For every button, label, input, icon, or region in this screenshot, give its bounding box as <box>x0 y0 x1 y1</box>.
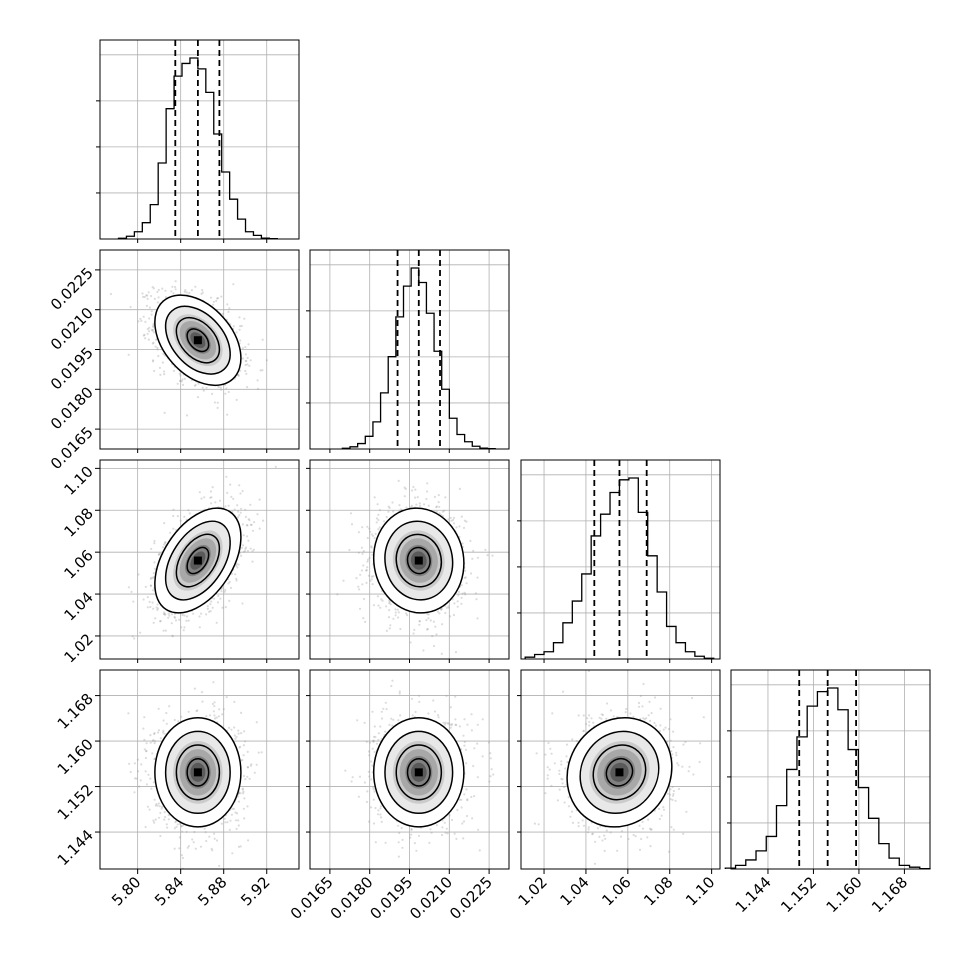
x-tick-label: 1.08 <box>640 873 676 909</box>
scatter-panel-0-3 <box>99 669 300 870</box>
density-peak <box>193 336 202 345</box>
y-tick-label: 0.0225 <box>47 264 97 314</box>
x-tick-label: 5.84 <box>151 873 187 909</box>
contour-line <box>605 757 634 787</box>
panel-content <box>100 250 299 449</box>
x-tick-label: 0.0225 <box>446 873 496 923</box>
x-tick-label: 0.0210 <box>406 873 456 923</box>
panel-frame <box>99 669 300 870</box>
scatter-panel-0-2 <box>99 459 300 663</box>
y-tick-label: 1.10 <box>60 462 96 498</box>
x-tick-label: 5.88 <box>194 873 230 909</box>
x-tick-label: 0.0195 <box>366 873 416 923</box>
x-tick-label: 0.0165 <box>287 873 337 923</box>
scatter-panel-0-1 <box>99 249 300 453</box>
contour-line <box>406 546 431 575</box>
y-tick-label: 0.0210 <box>47 304 97 354</box>
x-tick-label: 1.168 <box>868 873 911 916</box>
contour-line <box>186 757 210 787</box>
panel-frame <box>520 669 721 870</box>
x-tick-label: 1.10 <box>682 873 718 909</box>
x-tick-label: 5.80 <box>108 873 144 909</box>
contour-line <box>384 520 454 601</box>
contour-line <box>395 533 443 588</box>
histogram-panel-2 <box>517 459 721 663</box>
y-tick-label: 1.168 <box>54 690 97 733</box>
y-tick-label: 0.0165 <box>47 423 97 473</box>
y-tick-label: 1.06 <box>60 546 96 582</box>
density-peak <box>193 556 202 565</box>
x-tick-label: 0.0180 <box>327 873 377 923</box>
panel-content <box>310 460 509 659</box>
contour-line <box>164 730 231 815</box>
x-tick-label: 1.144 <box>732 873 775 916</box>
x-tick-label: 1.02 <box>515 873 551 909</box>
y-tick-label: 0.0180 <box>47 383 97 433</box>
contour-line <box>175 316 221 364</box>
contour-line <box>164 305 231 375</box>
density-peak <box>414 556 423 565</box>
density-peak <box>193 768 202 777</box>
contour-line <box>154 717 242 828</box>
panel-content <box>100 460 299 659</box>
y-tick-label: 1.08 <box>60 504 96 540</box>
x-tick-label: 1.06 <box>598 873 634 909</box>
density-peak <box>615 768 624 777</box>
y-tick-label: 1.160 <box>54 735 97 778</box>
y-tick-label: 0.0195 <box>47 344 97 394</box>
contour-line <box>175 533 221 588</box>
histogram-step <box>724 687 931 870</box>
contour-line <box>592 744 647 801</box>
contour-line <box>372 717 465 828</box>
scatter-panel-2-3 <box>517 669 721 870</box>
contour-line <box>579 730 660 815</box>
panel-frame <box>520 459 721 660</box>
contour-line <box>186 328 210 353</box>
y-tick-label: 1.152 <box>54 781 97 824</box>
x-tick-label: 1.160 <box>823 873 866 916</box>
contour-line <box>164 520 231 601</box>
y-tick-label: 1.04 <box>60 588 96 624</box>
x-tick-label: 5.92 <box>237 873 273 909</box>
contour-line <box>154 294 242 387</box>
y-tick-label: 1.02 <box>60 630 96 666</box>
panel-frame <box>730 669 931 870</box>
panel-frame <box>99 39 300 240</box>
panel-content <box>100 670 299 869</box>
histogram-panel-1 <box>306 249 510 453</box>
histogram-panel-0 <box>96 39 300 243</box>
histogram-panel-3 <box>724 669 931 870</box>
x-tick-label: 1.04 <box>556 873 592 909</box>
contour-line <box>372 507 465 614</box>
contour-line <box>406 757 431 787</box>
panel-content <box>521 670 720 869</box>
histogram-step <box>524 477 715 659</box>
contour-line <box>566 717 673 828</box>
contour-line <box>395 744 443 801</box>
scatter-panel-1-3 <box>306 669 510 870</box>
contour-line <box>186 546 210 575</box>
x-tick-label: 1.152 <box>777 873 820 916</box>
contour-line <box>154 507 242 614</box>
contour-line <box>175 744 221 801</box>
panel-frame <box>99 459 300 660</box>
density-peak <box>414 768 423 777</box>
panel-content <box>310 670 509 869</box>
y-tick-label: 1.144 <box>54 826 97 869</box>
contour-line <box>384 730 454 815</box>
scatter-panel-1-2 <box>306 459 510 663</box>
